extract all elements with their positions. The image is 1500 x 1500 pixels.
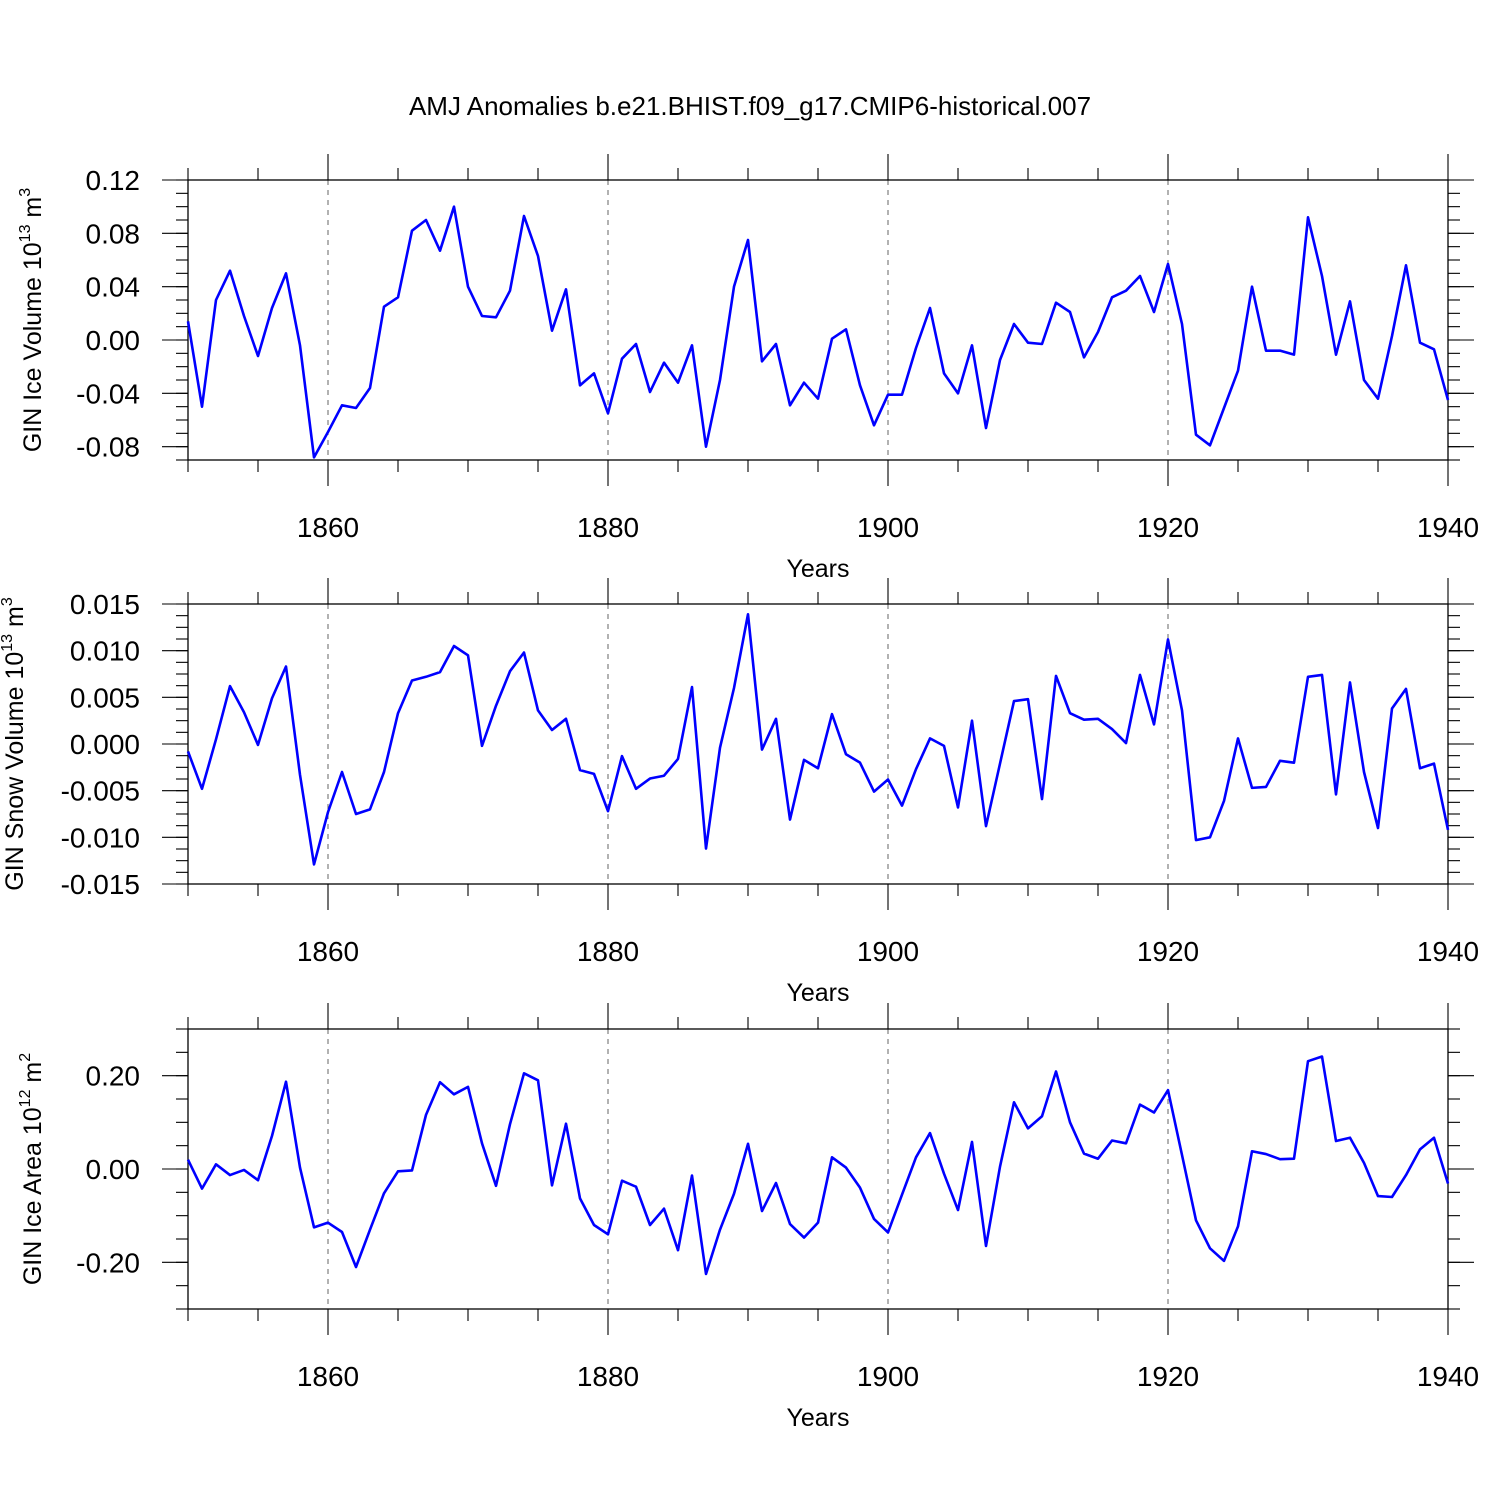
y-axis-title: GIN Snow Volume 1013 m3 [0, 597, 29, 891]
x-tick-label: 1940 [1417, 936, 1479, 967]
x-tick-label: 1860 [297, 512, 359, 543]
x-axis-title: Years [786, 555, 849, 583]
y-tick-label: -0.04 [76, 378, 140, 409]
y-tick-label: -0.010 [61, 822, 140, 853]
x-tick-label: 1880 [577, 512, 639, 543]
y-tick-label: -0.20 [76, 1247, 140, 1278]
y-tick-label: -0.015 [61, 869, 140, 900]
x-tick-label: 1920 [1137, 512, 1199, 543]
y-tick-label: 0.00 [86, 1154, 141, 1185]
plot-frame [187, 1028, 1449, 1310]
y-tick-label: -0.08 [76, 432, 140, 463]
y-tick-label: 0.12 [86, 165, 141, 196]
panel-2: 0.015 0.010 0.005 0.000 -0.005 -0.010 -0.015 18… [0, 578, 1479, 1007]
x-axis-title: Years [786, 979, 849, 1007]
y-tick-label: 0.015 [70, 589, 140, 620]
y-tick-label: 0.010 [70, 636, 140, 667]
x-axis-title: Years [786, 1404, 849, 1432]
x-tick-label: 1860 [297, 1361, 359, 1392]
panel-1: 0.12 0.08 0.04 0.00 -0.04 -0.08 1860 1880 1900 19… [17, 154, 1479, 583]
y-tick-label: 0.20 [86, 1061, 141, 1092]
x-tick-label: 1920 [1137, 936, 1199, 967]
y-axis-title: GIN Ice Volume 1013 m3 [17, 188, 47, 452]
x-tick-label: 1900 [857, 512, 919, 543]
panel-3: 0.20 0.00 -0.20 1860 1880 1900 1920 1940 Years GI… [17, 1003, 1479, 1432]
y-tick-label: -0.005 [61, 776, 140, 807]
x-tick-label: 1880 [577, 936, 639, 967]
x-tick-label: 1900 [857, 1361, 919, 1392]
y-tick-label: 0.04 [86, 272, 141, 303]
x-tick-label: 1880 [577, 1361, 639, 1392]
series-line [186, 1055, 1450, 1276]
x-tick-label: 1920 [1137, 1361, 1199, 1392]
y-tick-label: 0.005 [70, 682, 140, 713]
y-tick-label: 0.000 [70, 729, 140, 760]
x-tick-label: 1860 [297, 936, 359, 967]
series-line [186, 205, 1450, 459]
plot-frame [187, 603, 1449, 885]
series-line [186, 612, 1450, 866]
x-tick-label: 1900 [857, 936, 919, 967]
y-tick-label: 0.08 [86, 218, 141, 249]
x-tick-label: 1940 [1417, 1361, 1479, 1392]
x-tick-label: 1940 [1417, 512, 1479, 543]
y-axis-title: GIN Ice Area 1012 m2 [17, 1053, 47, 1285]
y-tick-label: 0.00 [86, 325, 141, 356]
figure-title: AMJ Anomalies b.e21.BHIST.f09_g17.CMIP6-… [409, 91, 1091, 121]
